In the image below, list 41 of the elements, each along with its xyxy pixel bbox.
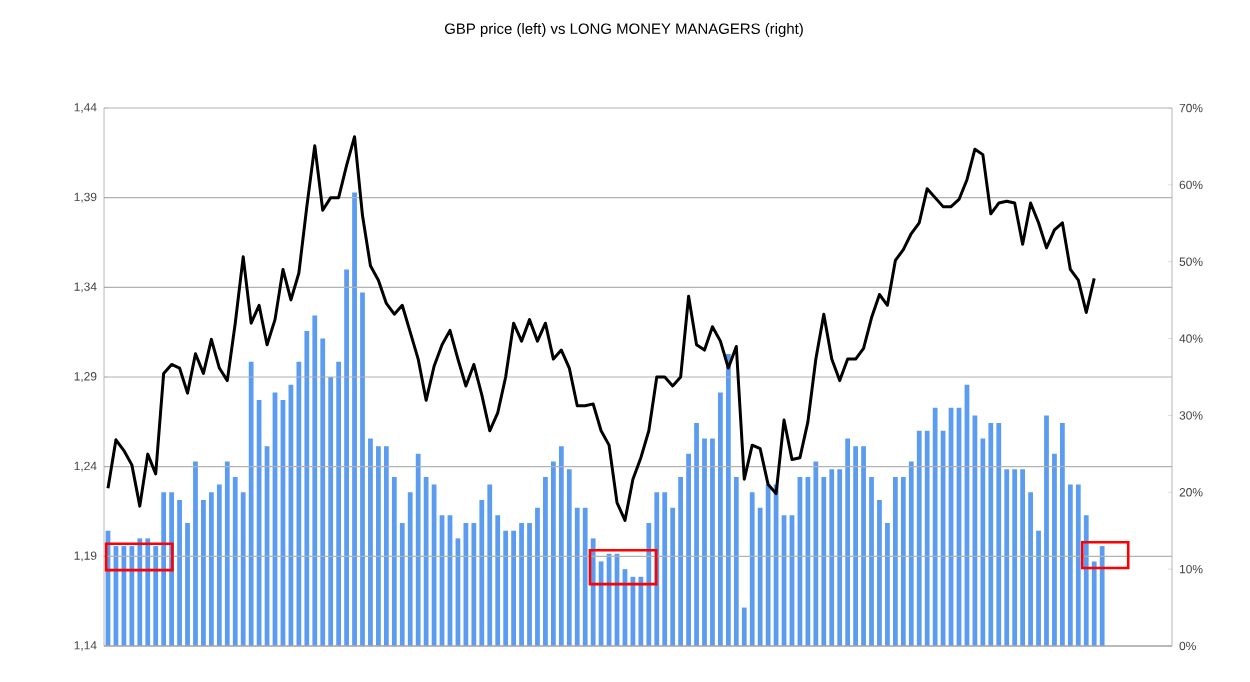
bar (1044, 415, 1049, 646)
bar (582, 507, 588, 646)
bar (129, 546, 135, 646)
bar (145, 538, 151, 646)
bar (519, 523, 524, 646)
bar (1012, 469, 1018, 646)
bar (1060, 423, 1065, 646)
bar (765, 484, 771, 646)
bar (892, 476, 898, 646)
bar (161, 492, 167, 646)
bar (248, 361, 254, 646)
bar (725, 353, 731, 646)
bar (312, 315, 318, 646)
bar (996, 423, 1002, 646)
bar (662, 492, 668, 646)
bar (224, 461, 230, 646)
bar (694, 423, 699, 646)
bar (813, 461, 819, 646)
bar (415, 453, 421, 646)
bar (511, 530, 516, 646)
bar (1075, 484, 1081, 646)
bar (352, 192, 357, 646)
bar (558, 446, 564, 646)
bar (654, 492, 660, 646)
bar (749, 492, 755, 646)
bar (1099, 546, 1105, 646)
bar (177, 499, 182, 646)
bar (988, 423, 994, 646)
bar (829, 469, 835, 646)
bar (137, 538, 143, 646)
bar (193, 461, 198, 646)
bar (208, 492, 214, 646)
bar (487, 484, 493, 646)
bar (383, 446, 389, 646)
bar (845, 438, 851, 646)
bar (853, 446, 858, 646)
bar (1020, 469, 1026, 646)
bar (916, 430, 922, 646)
bar (376, 446, 381, 646)
bar (861, 446, 866, 646)
bar (932, 407, 938, 646)
